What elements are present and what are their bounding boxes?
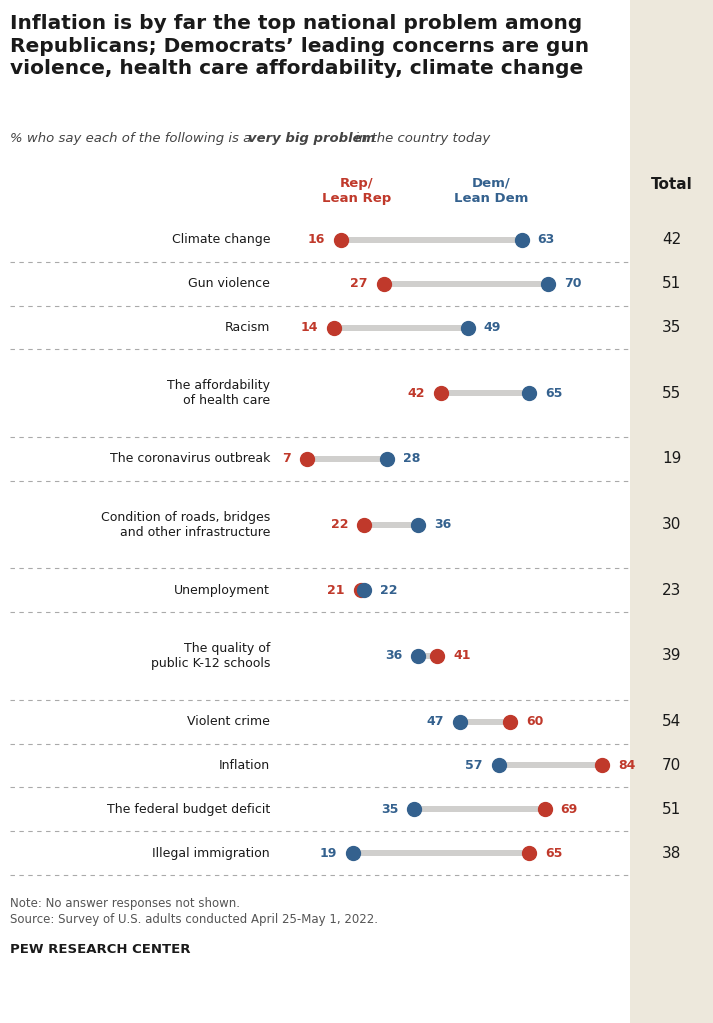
Text: 41: 41 <box>453 650 471 663</box>
Text: 30: 30 <box>662 517 681 532</box>
Text: 27: 27 <box>350 277 367 291</box>
Bar <box>460 719 510 724</box>
Text: 49: 49 <box>484 321 501 333</box>
Point <box>523 385 535 401</box>
Point <box>381 451 393 468</box>
Point <box>454 713 466 729</box>
Text: 22: 22 <box>331 518 349 531</box>
Text: Note: No answer responses not shown.: Note: No answer responses not shown. <box>10 897 240 910</box>
Point <box>336 232 347 249</box>
Point <box>347 845 359 861</box>
Text: 36: 36 <box>434 518 451 531</box>
Text: % who say each of the following is a: % who say each of the following is a <box>10 132 255 145</box>
Text: The affordability
of health care: The affordability of health care <box>167 380 270 407</box>
Text: 28: 28 <box>404 452 421 465</box>
Text: 36: 36 <box>385 650 402 663</box>
Text: 16: 16 <box>308 233 325 247</box>
Point <box>355 582 366 598</box>
Text: 38: 38 <box>662 846 681 860</box>
Text: 19: 19 <box>662 451 681 466</box>
Point <box>523 845 535 861</box>
Text: 19: 19 <box>319 847 337 859</box>
Text: 69: 69 <box>560 803 578 815</box>
Text: Inflation: Inflation <box>219 759 270 772</box>
Text: 51: 51 <box>662 802 681 816</box>
Text: 84: 84 <box>618 759 635 772</box>
Point <box>412 517 424 533</box>
Bar <box>498 762 602 768</box>
Point <box>596 757 607 773</box>
Bar <box>342 237 521 242</box>
Bar <box>414 806 545 812</box>
Text: 42: 42 <box>662 232 681 248</box>
Text: in the country today: in the country today <box>351 132 491 145</box>
Bar <box>361 587 364 593</box>
Polygon shape <box>630 0 713 1023</box>
Point <box>436 385 447 401</box>
Point <box>409 801 420 817</box>
Text: 21: 21 <box>327 584 344 596</box>
Text: 55: 55 <box>662 386 681 401</box>
Text: The quality of
public K-12 schools: The quality of public K-12 schools <box>150 642 270 670</box>
Point <box>493 757 504 773</box>
Point <box>539 801 550 817</box>
Text: Unemployment: Unemployment <box>174 584 270 596</box>
Text: The federal budget deficit: The federal budget deficit <box>107 803 270 815</box>
Point <box>543 275 554 292</box>
Text: 60: 60 <box>526 715 543 728</box>
Point <box>515 232 527 249</box>
Text: 54: 54 <box>662 714 681 729</box>
Point <box>378 275 389 292</box>
Text: 7: 7 <box>282 452 291 465</box>
Point <box>359 582 370 598</box>
Bar <box>307 456 387 462</box>
Text: Illegal immigration: Illegal immigration <box>153 847 270 859</box>
Point <box>412 648 424 664</box>
Text: 35: 35 <box>662 320 681 335</box>
Text: 57: 57 <box>465 759 483 772</box>
Point <box>301 451 312 468</box>
Bar <box>364 522 418 528</box>
Text: Inflation is by far the top national problem among
Republicans; Democrats’ leadi: Inflation is by far the top national pro… <box>10 14 589 79</box>
Point <box>328 319 339 336</box>
Text: Gun violence: Gun violence <box>188 277 270 291</box>
Text: Rep/
Lean Rep: Rep/ Lean Rep <box>322 177 391 205</box>
Point <box>504 713 515 729</box>
Bar <box>353 850 529 856</box>
Text: 63: 63 <box>538 233 555 247</box>
Text: 42: 42 <box>408 387 425 400</box>
Text: 22: 22 <box>380 584 398 596</box>
Text: The coronavirus outbreak: The coronavirus outbreak <box>110 452 270 465</box>
Text: Source: Survey of U.S. adults conducted April 25-May 1, 2022.: Source: Survey of U.S. adults conducted … <box>10 913 378 926</box>
Text: 70: 70 <box>662 758 681 773</box>
Text: PEW RESEARCH CENTER: PEW RESEARCH CENTER <box>10 943 190 957</box>
Text: Climate change: Climate change <box>172 233 270 247</box>
Text: 35: 35 <box>381 803 398 815</box>
Text: 65: 65 <box>545 847 563 859</box>
Text: Dem/
Lean Dem: Dem/ Lean Dem <box>453 177 528 205</box>
Text: very big problem: very big problem <box>248 132 375 145</box>
Text: 65: 65 <box>545 387 563 400</box>
Text: Condition of roads, bridges
and other infrastructure: Condition of roads, bridges and other in… <box>101 510 270 538</box>
Text: 47: 47 <box>426 715 444 728</box>
Text: 51: 51 <box>662 276 681 292</box>
Text: 23: 23 <box>662 583 681 597</box>
Text: Racism: Racism <box>225 321 270 333</box>
Point <box>431 648 443 664</box>
Bar <box>418 653 437 659</box>
Bar <box>334 324 468 330</box>
Text: Total: Total <box>651 177 692 192</box>
Text: 70: 70 <box>564 277 582 291</box>
Text: 39: 39 <box>662 649 681 664</box>
Point <box>359 517 370 533</box>
Text: Violent crime: Violent crime <box>187 715 270 728</box>
Bar <box>384 280 548 286</box>
Bar <box>441 390 529 396</box>
Text: 14: 14 <box>300 321 318 333</box>
Point <box>462 319 473 336</box>
